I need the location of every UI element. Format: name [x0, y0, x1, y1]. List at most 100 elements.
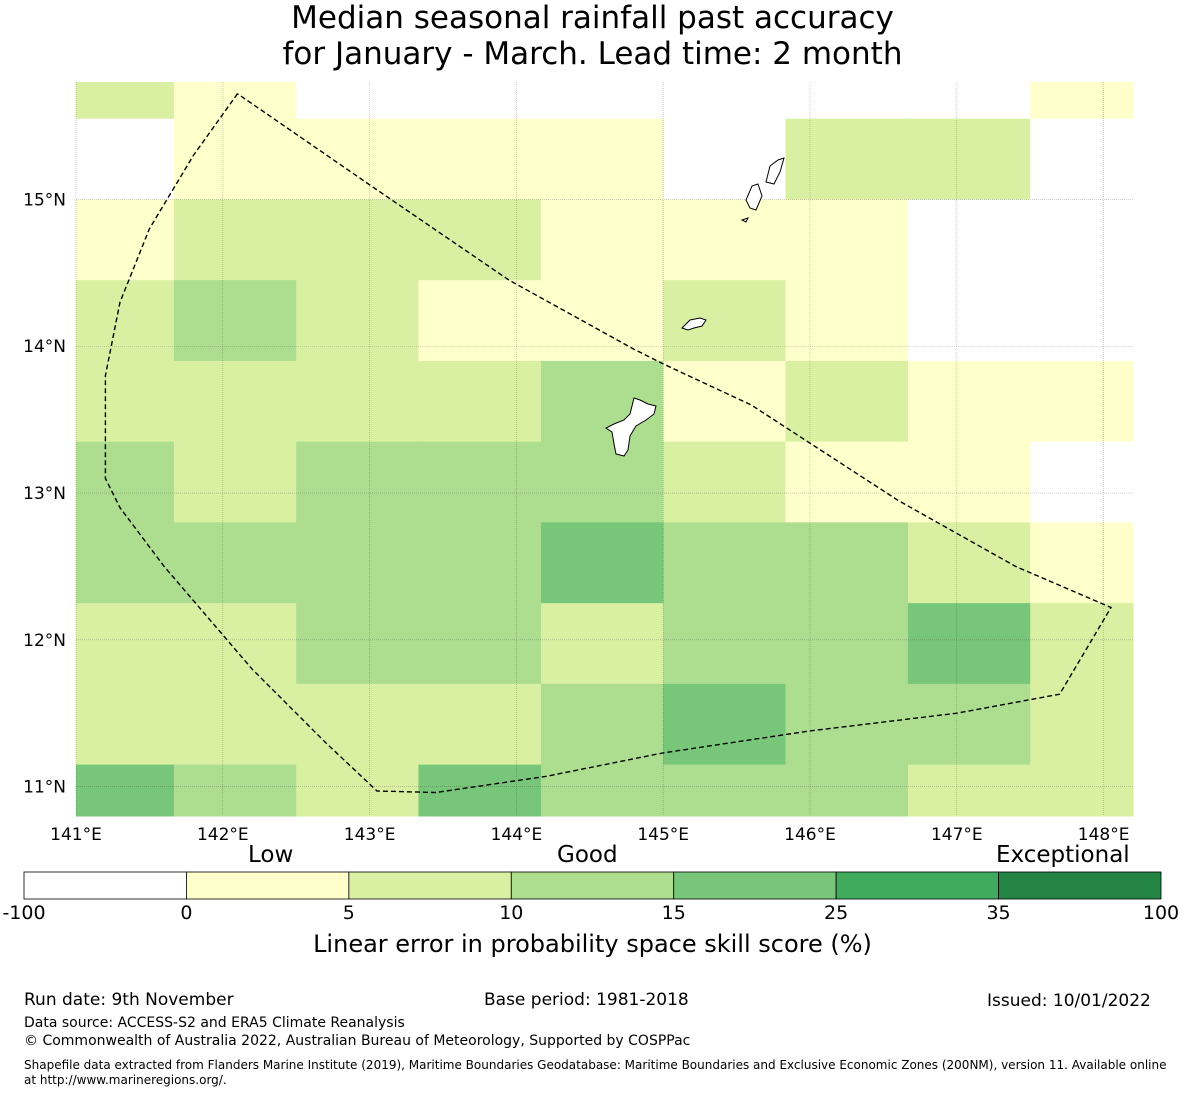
colorbar-tick-label: 0	[180, 902, 193, 924]
grid-cell	[1030, 522, 1134, 604]
grid-cell	[663, 280, 787, 362]
grid-cell	[785, 199, 909, 281]
axis-ticks: 141°E 142°E 143°E 144°E 145°E 146°E 147°E 148°E…	[23, 190, 1129, 840]
grid-cell	[418, 360, 542, 443]
grid-cell	[76, 764, 175, 817]
grid-cell	[907, 82, 1031, 120]
grid-cell	[540, 441, 664, 523]
grid-cell	[76, 82, 175, 120]
grid-cell	[173, 82, 297, 120]
grid-cell	[76, 522, 175, 604]
grid-cell	[418, 199, 542, 281]
run-date: Run date: 9th November	[24, 990, 234, 1010]
grid-cell	[76, 118, 175, 200]
grid-cell	[173, 764, 297, 817]
island-saipan	[765, 157, 785, 185]
grid-cell	[540, 603, 664, 685]
grid-cell	[296, 82, 419, 120]
lon-tick-label: 145°E	[637, 825, 689, 840]
copyright: © Commonwealth of Australia 2022, Austra…	[24, 1033, 691, 1049]
grid-cell	[173, 683, 297, 766]
island-medinilla	[740, 217, 749, 223]
lon-tick-label: 147°E	[931, 825, 983, 840]
colorbar-segment	[835, 871, 999, 900]
grid-cell	[540, 360, 664, 443]
grid-cell	[173, 522, 297, 604]
grid-cell	[663, 683, 787, 766]
colorbar-tick-label: 35	[986, 902, 1011, 924]
grid-cell	[785, 764, 909, 817]
grid-cell	[663, 522, 787, 604]
grid-cell	[1030, 683, 1134, 766]
colorbar-tick-label: -100	[2, 902, 46, 924]
grid-cell	[418, 683, 542, 766]
grid-cell	[540, 118, 664, 200]
grid-cell	[785, 683, 909, 766]
island-rota	[681, 317, 707, 331]
colorbar-tick-label: 100	[1142, 902, 1180, 924]
grid-cell	[663, 603, 787, 685]
grid-cell	[296, 683, 419, 766]
lon-tick-label: 142°E	[197, 825, 249, 840]
grid-cell	[76, 603, 175, 685]
colorbar-segment	[348, 871, 512, 900]
lon-tick-label: 144°E	[491, 825, 543, 840]
colorbar-good-label: Good	[557, 842, 618, 868]
colorbar-tick-label: 15	[661, 902, 686, 924]
grid-cell	[1030, 118, 1134, 200]
grid-cell	[907, 522, 1031, 604]
grid-cell	[173, 280, 297, 362]
shapefile-credit: Shapefile data extracted from Flanders M…	[24, 1058, 1174, 1088]
grid-cell	[418, 118, 542, 200]
grid-cell	[785, 603, 909, 685]
grid-cell	[540, 82, 664, 120]
grid-cell	[418, 603, 542, 685]
colorbar-segment	[23, 871, 187, 900]
lon-tick-label: 148°E	[1078, 825, 1130, 840]
grid-cell	[76, 199, 175, 281]
grid-cell	[1030, 603, 1134, 685]
grid-cell	[907, 199, 1031, 281]
grid-cell	[663, 199, 787, 281]
grid-cell	[663, 360, 787, 443]
grid-cell	[907, 603, 1031, 685]
grid-cell	[785, 280, 909, 362]
graticule	[75, 82, 1133, 816]
grid-cell	[540, 683, 664, 766]
map-figure: 141°E 142°E 143°E 144°E 145°E 146°E 147°E 148°E…	[23, 82, 1134, 840]
colorbar-tick-label: 25	[824, 902, 849, 924]
grid-cell	[663, 441, 787, 523]
colorbar-exceptional-label: Exceptional	[996, 842, 1130, 868]
lat-tick-label: 11°N	[23, 778, 66, 798]
colorbar-title: Linear error in probability space skill …	[313, 930, 872, 958]
grid-cell	[418, 764, 542, 817]
grid-cell	[1030, 764, 1134, 817]
grid-cell	[907, 683, 1031, 766]
lon-tick-label: 146°E	[784, 825, 836, 840]
grid-cell	[296, 764, 419, 817]
colorbar-segment	[510, 871, 675, 900]
grid-cell	[663, 82, 787, 120]
grid-cell	[296, 441, 419, 523]
grid-cell	[173, 603, 297, 685]
grid-cell	[907, 441, 1031, 523]
data-source: Data source: ACCESS-S2 and ERA5 Climate …	[24, 1015, 405, 1031]
island-guam	[605, 397, 657, 457]
grid-cell	[418, 522, 542, 604]
grid-cell	[785, 360, 909, 443]
grid-cell	[907, 360, 1031, 443]
grid-cell	[418, 82, 542, 120]
island-outlines	[605, 157, 785, 457]
grid-cell	[296, 118, 419, 200]
base-period: Base period: 1981-2018	[484, 990, 689, 1010]
grid-cell	[1030, 441, 1134, 523]
grid-cell	[1030, 360, 1134, 443]
grid-cell	[1030, 280, 1134, 362]
grid-cell	[540, 199, 664, 281]
grid-cell	[418, 280, 542, 362]
grid-cell	[418, 441, 542, 523]
grid-cell	[540, 764, 664, 817]
grid-cell	[76, 441, 175, 523]
grid-cell	[173, 199, 297, 281]
issued-date: Issued: 10/01/2022	[987, 991, 1151, 1011]
